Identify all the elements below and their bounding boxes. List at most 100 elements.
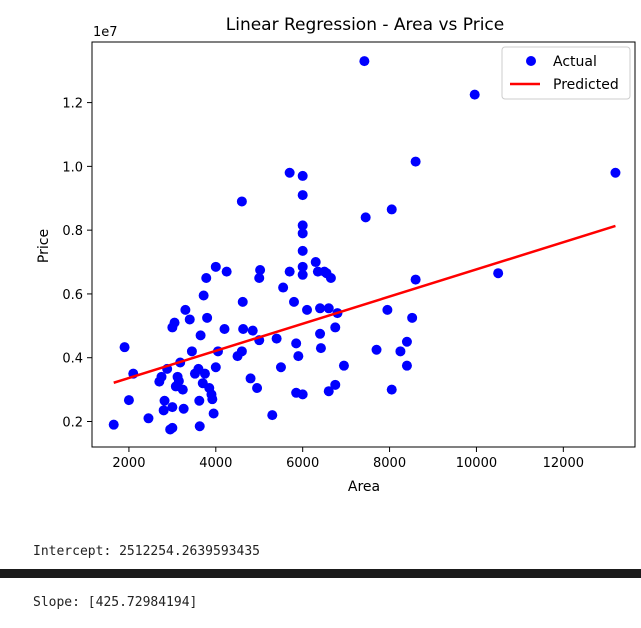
data-point [237,296,248,307]
data-point [401,360,412,371]
data-point [119,342,130,353]
data-point [195,330,206,341]
data-point [194,421,205,432]
data-point [310,257,321,268]
data-point [315,328,326,339]
data-point [330,322,341,333]
bottom-bar [0,569,641,578]
data-point [167,402,178,413]
data-point [159,395,170,406]
data-point [201,272,212,283]
data-point [297,228,308,239]
data-point [359,56,370,67]
data-point [360,212,371,223]
data-point [410,274,421,285]
data-point [167,422,178,433]
data-point [325,272,336,283]
data-point [252,383,263,394]
data-point [284,167,295,178]
data-point [315,303,326,314]
x-tick-label: 6000 [286,456,319,471]
data-point [247,325,258,336]
data-point [371,344,382,355]
data-point [202,312,213,323]
legend-predicted-label: Predicted [553,77,619,93]
data-point [315,343,326,354]
x-axis-label: Area [348,479,380,495]
data-point [156,371,167,382]
data-point [184,314,195,325]
data-point [386,204,397,215]
data-point [271,333,282,344]
x-tick-label: 4000 [199,456,232,471]
y-tick-label: 0.4 [62,352,83,367]
y-tick-label: 1.2 [62,97,83,112]
data-point [198,290,209,301]
data-point [194,395,205,406]
data-point [219,324,230,335]
data-point [158,405,169,416]
data-point [108,419,119,430]
data-point [288,296,299,307]
data-point [245,373,256,384]
data-point [173,375,184,386]
chart-title: Linear Regression - Area vs Price [226,15,504,35]
data-point [275,362,286,373]
x-tick-label: 10000 [456,456,497,471]
y-axis-ticks: 0.2 0.4 0.6 0.8 1.0 1.2 [62,97,92,430]
y-tick-label: 0.8 [62,224,83,239]
legend-actual-marker [526,56,536,66]
predicted-line [113,224,616,384]
data-point [297,245,308,256]
data-point [410,156,421,167]
data-point [254,272,265,283]
intercept-output: Intercept: 2512254.2639593435 [33,544,260,559]
x-tick-label: 8000 [373,456,406,471]
data-point [123,395,134,406]
data-point [297,269,308,280]
data-point [255,265,266,276]
x-tick-label: 2000 [112,456,145,471]
slope-output: Slope: [425.72984194] [33,595,198,610]
data-point [278,282,289,293]
data-point [291,338,302,349]
data-point [210,261,221,272]
data-point [284,266,295,277]
data-point [407,312,418,323]
data-point [208,408,219,419]
data-point [323,386,334,397]
data-point [143,413,154,424]
data-point [186,346,197,357]
data-point [221,266,232,277]
data-point [267,410,278,421]
data-point [382,304,393,315]
data-point [238,324,249,335]
data-point [469,89,480,100]
data-point [169,317,180,328]
data-point [386,384,397,395]
actual-points [108,56,621,435]
data-point [297,220,308,231]
data-point [493,268,504,279]
y-tick-label: 0.6 [62,288,83,303]
data-point [180,304,191,315]
y-axis-label: Price [36,229,52,263]
y-offset-label: 1e7 [93,25,118,40]
data-point [338,360,349,371]
regression-chart: 2000 4000 6000 8000 10000 12000 0.2 0.4 0.6 0.8 1… [36,15,636,495]
data-point [236,346,247,357]
data-point [302,304,313,315]
data-point [610,167,621,178]
data-point [178,403,189,414]
y-tick-label: 0.2 [62,415,83,430]
data-point [293,351,304,362]
data-point [395,346,406,357]
data-point [177,384,188,395]
y-tick-label: 1.0 [62,160,83,175]
data-point [210,362,221,373]
x-axis-ticks: 2000 4000 6000 8000 10000 12000 [112,447,584,471]
data-point [207,394,218,405]
data-point [323,303,334,314]
data-point [236,196,247,207]
data-point [199,368,210,379]
